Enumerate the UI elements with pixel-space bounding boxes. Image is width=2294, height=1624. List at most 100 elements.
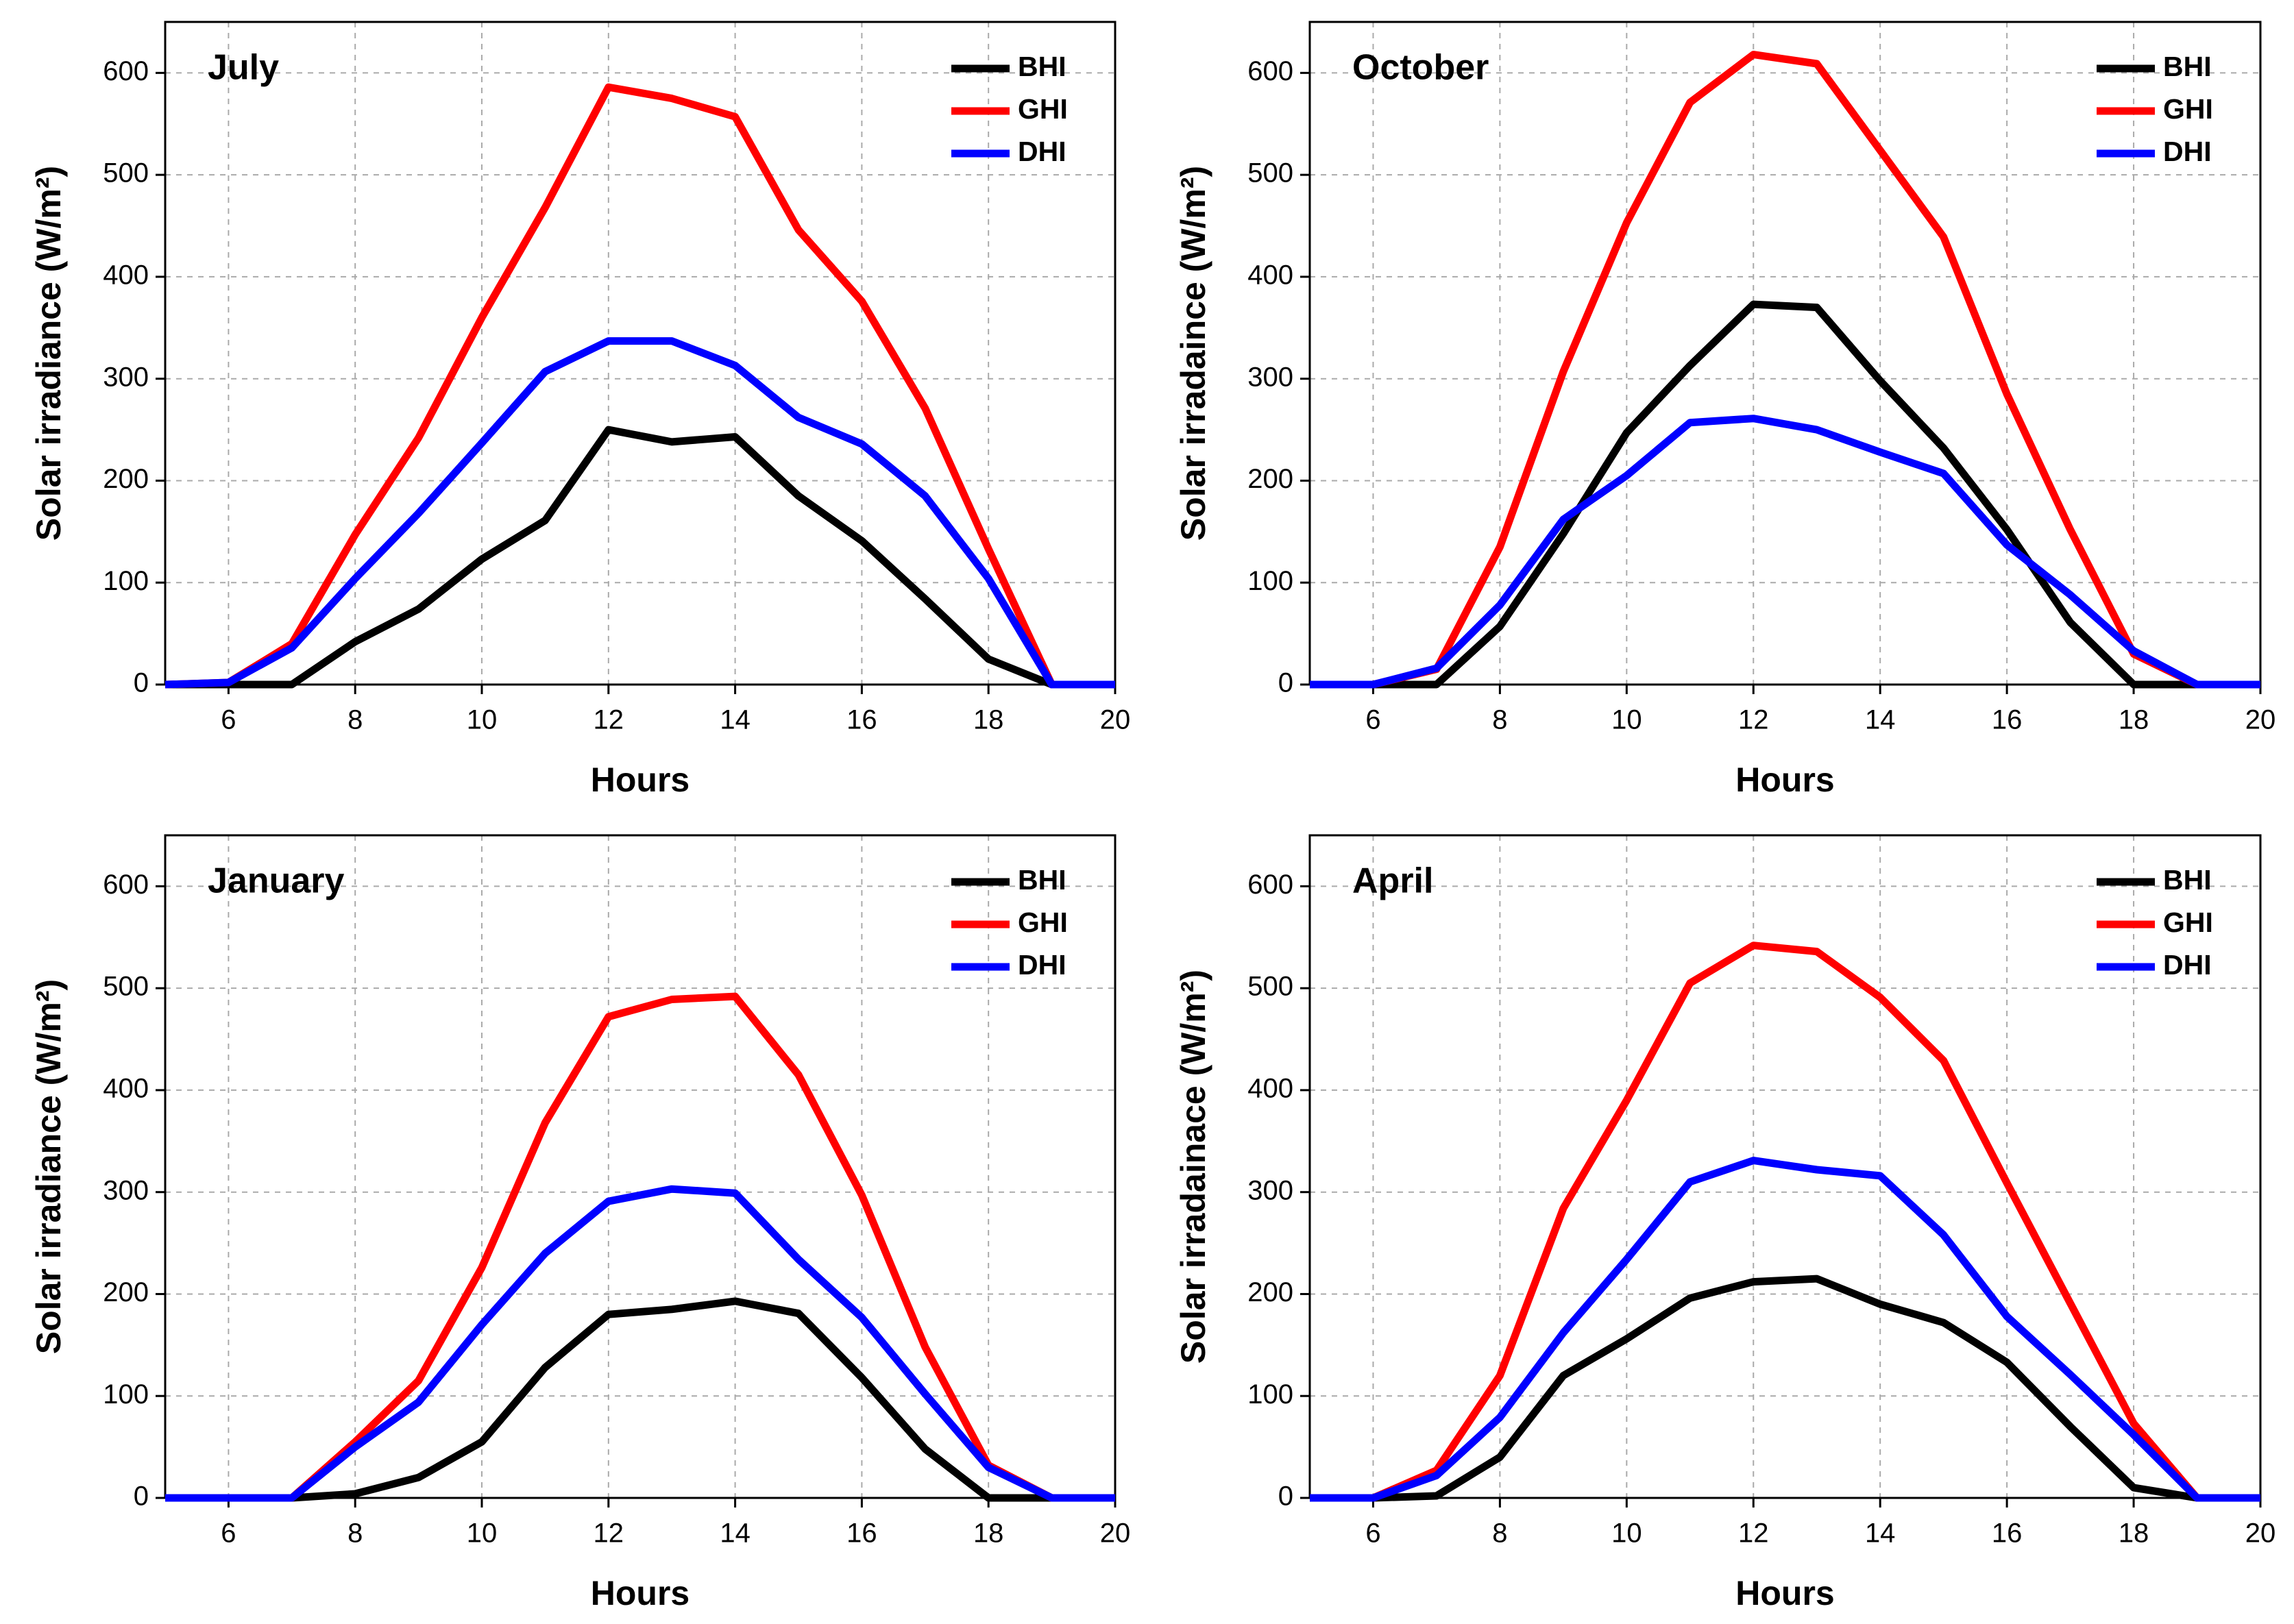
x-tick-label: 18 [2119, 705, 2149, 735]
x-tick-label: 18 [973, 1518, 1004, 1549]
y-tick-label: 0 [1278, 1481, 1293, 1512]
x-tick-label: 20 [2245, 705, 2276, 735]
series-line [164, 337, 1115, 689]
y-tick-label: 300 [103, 1175, 149, 1205]
series-line [1310, 51, 2260, 689]
legend-label: BHI [2163, 51, 2212, 82]
y-tick-label: 400 [1247, 1073, 1293, 1103]
y-tick-label: 300 [103, 362, 149, 392]
series-line [165, 426, 1115, 689]
x-tick-label: 12 [594, 1518, 624, 1549]
x-tick-label: 12 [1738, 1518, 1769, 1549]
x-tick-label: 20 [1100, 1518, 1131, 1549]
y-tick-label: 0 [134, 1481, 149, 1512]
y-tick-label: 600 [103, 56, 149, 86]
x-axis-label: Hours [591, 761, 690, 799]
x-tick-label: 18 [973, 705, 1004, 735]
x-tick-label: 18 [2119, 1518, 2149, 1549]
y-tick-label: 500 [1247, 158, 1293, 188]
y-axis-label: Solar irradiance (W/m²) [29, 166, 68, 541]
panel-title: January [208, 861, 345, 901]
y-tick-label: 600 [1247, 870, 1293, 900]
y-tick-label: 300 [1247, 1175, 1293, 1205]
y-tick-label: 0 [134, 668, 149, 698]
y-tick-label: 300 [1247, 362, 1293, 392]
plot-frame [1308, 834, 2262, 1499]
panel: 0 100 200 300 400 500 600 6 8 10 12 14 16 18 20 April BH… [1174, 834, 2276, 1612]
plot-frame [164, 834, 1117, 1499]
y-tick-label: 200 [1247, 1277, 1293, 1307]
panel: 0 100 200 300 400 500 600 6 8 10 12 14 16 18 20 October… [1174, 21, 2276, 799]
x-axis-label: Hours [591, 1574, 690, 1612]
y-tick-label: 500 [103, 972, 149, 1002]
y-tick-label: 200 [1247, 464, 1293, 494]
y-tick-label: 0 [1278, 668, 1293, 698]
x-tick-label: 12 [594, 705, 624, 735]
x-tick-label: 20 [2245, 1518, 2276, 1549]
panel-title: July [208, 48, 279, 88]
y-tick-label: 200 [103, 464, 149, 494]
x-tick-label: 6 [1365, 1518, 1380, 1549]
legend-label: BHI [1018, 51, 1066, 82]
legend-label: BHI [2163, 864, 2212, 896]
legend-label: GHI [2163, 93, 2213, 125]
legend-label: GHI [1018, 93, 1068, 125]
x-tick-label: 10 [1611, 1518, 1642, 1549]
y-axis-label: Solar irradaince (W/m²) [1174, 166, 1212, 541]
panel-title: April [1352, 861, 1433, 901]
legend-label: GHI [2163, 907, 2213, 938]
series-line [1310, 942, 2260, 1502]
y-tick-label: 100 [1247, 566, 1293, 596]
y-tick-label: 600 [103, 870, 149, 900]
series-line [165, 1297, 1115, 1502]
x-tick-label: 14 [1865, 705, 1896, 735]
x-tick-label: 16 [1992, 705, 2023, 735]
y-tick-label: 500 [1247, 972, 1293, 1002]
y-axis-label: Solar irradiance (W/m²) [29, 979, 68, 1354]
x-tick-label: 10 [1611, 705, 1642, 735]
x-tick-label: 14 [720, 705, 751, 735]
panel: 0 100 200 300 400 500 600 6 8 10 12 14 16 18 20 January… [29, 834, 1131, 1612]
x-tick-label: 6 [1365, 705, 1380, 735]
x-tick-label: 8 [347, 1518, 363, 1549]
y-tick-label: 400 [103, 1073, 149, 1103]
x-tick-label: 6 [221, 1518, 236, 1549]
x-tick-label: 14 [720, 1518, 751, 1549]
legend-label: GHI [1018, 907, 1068, 938]
plot-frame [164, 21, 1117, 686]
x-tick-label: 16 [846, 1518, 877, 1549]
series-line [1310, 1157, 2260, 1502]
y-tick-label: 200 [103, 1277, 149, 1307]
x-tick-label: 10 [467, 1518, 498, 1549]
y-tick-label: 100 [103, 1379, 149, 1410]
y-axis-label: Solar irradainace (W/m²) [1174, 970, 1212, 1364]
x-tick-label: 8 [347, 705, 363, 735]
x-tick-label: 16 [1992, 1518, 2023, 1549]
x-tick-label: 8 [1492, 705, 1507, 735]
series-line [164, 83, 1115, 689]
y-tick-label: 500 [103, 158, 149, 188]
y-tick-label: 100 [1247, 1379, 1293, 1410]
legend-label: DHI [2163, 949, 2212, 981]
series-line [165, 992, 1115, 1502]
y-tick-label: 400 [103, 260, 149, 290]
series-line [1310, 1275, 2260, 1502]
legend-label: DHI [1018, 136, 1066, 167]
x-tick-label: 14 [1865, 1518, 1896, 1549]
legend-label: DHI [1018, 949, 1066, 981]
y-tick-label: 100 [103, 566, 149, 596]
y-tick-label: 400 [1247, 260, 1293, 290]
x-tick-label: 12 [1738, 705, 1769, 735]
x-tick-label: 6 [221, 705, 236, 735]
x-axis-label: Hours [1735, 1574, 1834, 1612]
x-tick-label: 16 [846, 705, 877, 735]
x-tick-label: 10 [467, 705, 498, 735]
panel-title: October [1352, 48, 1489, 88]
x-axis-label: Hours [1735, 761, 1834, 799]
legend-label: BHI [1018, 864, 1066, 896]
panel: 0 100 200 300 400 500 600 6 8 10 12 14 16 18 20 July BHI… [29, 21, 1130, 799]
y-tick-label: 600 [1247, 56, 1293, 86]
series-line [165, 1185, 1115, 1502]
legend-label: DHI [2163, 136, 2212, 167]
